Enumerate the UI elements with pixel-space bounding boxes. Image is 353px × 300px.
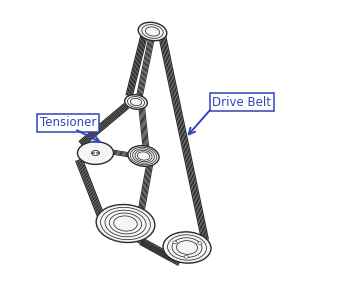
Ellipse shape <box>101 207 150 240</box>
Ellipse shape <box>172 238 202 257</box>
Text: Tensioner: Tensioner <box>40 116 96 130</box>
Ellipse shape <box>128 146 159 166</box>
Ellipse shape <box>168 235 207 260</box>
Ellipse shape <box>92 152 94 154</box>
Ellipse shape <box>145 27 160 36</box>
Ellipse shape <box>130 147 157 165</box>
Ellipse shape <box>127 97 144 107</box>
Ellipse shape <box>135 150 152 162</box>
Ellipse shape <box>163 232 211 263</box>
Ellipse shape <box>198 242 202 245</box>
Ellipse shape <box>114 216 137 231</box>
Ellipse shape <box>173 241 177 244</box>
Ellipse shape <box>137 152 150 160</box>
Ellipse shape <box>96 205 155 242</box>
Ellipse shape <box>176 241 197 254</box>
Ellipse shape <box>138 22 167 41</box>
Ellipse shape <box>184 255 189 258</box>
Text: Drive Belt: Drive Belt <box>213 95 271 109</box>
Ellipse shape <box>130 98 142 106</box>
Ellipse shape <box>105 210 146 237</box>
Ellipse shape <box>78 142 114 164</box>
Ellipse shape <box>97 152 99 154</box>
Ellipse shape <box>142 25 163 38</box>
Ellipse shape <box>133 149 154 163</box>
Ellipse shape <box>91 151 100 155</box>
Ellipse shape <box>109 213 142 234</box>
Ellipse shape <box>125 95 147 109</box>
